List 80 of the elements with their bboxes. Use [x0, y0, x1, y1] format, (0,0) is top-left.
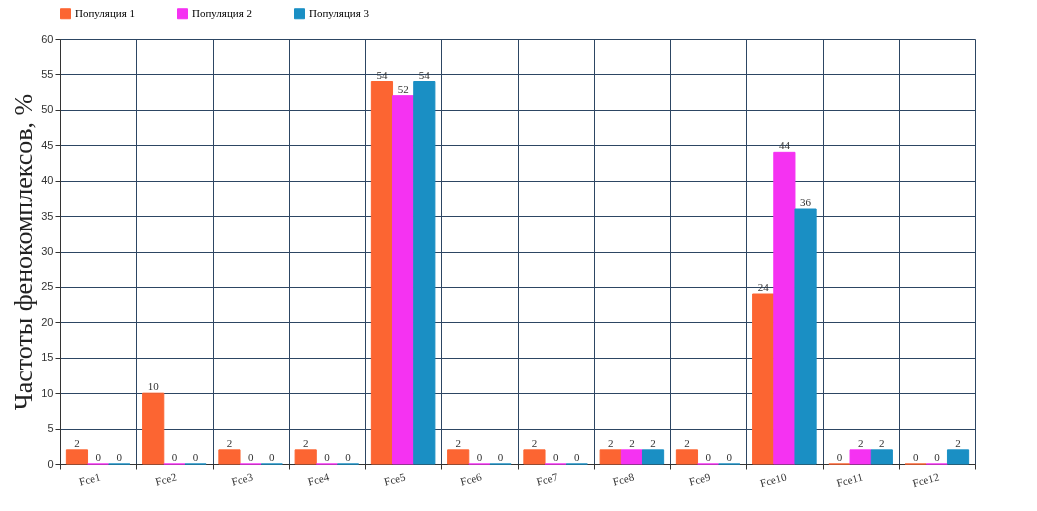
y-tick-label: 35 — [41, 209, 54, 222]
y-tick-label: 60 — [41, 32, 54, 45]
data-label: 2 — [955, 436, 961, 449]
data-label: 2 — [302, 436, 309, 449]
data-label: 2 — [74, 436, 80, 449]
data-label: 52 — [397, 82, 409, 95]
x-tick-label: Fce1 — [77, 470, 102, 488]
data-label: 0 — [171, 451, 178, 463]
data-label: 0 — [324, 451, 331, 463]
y-tick-label: 0 — [47, 457, 54, 470]
bar — [599, 449, 622, 465]
data-label: 0 — [912, 451, 919, 463]
data-label: 2 — [650, 436, 656, 449]
legend-label: Популяция 2 — [192, 6, 252, 19]
y-tick-label: 55 — [41, 67, 54, 80]
y-tick-label: 50 — [41, 103, 54, 116]
data-label: 2 — [879, 436, 885, 449]
y-tick-label: 40 — [41, 174, 54, 187]
data-label: 0 — [116, 451, 123, 463]
data-label: 36 — [800, 196, 812, 208]
y-tick-label: 20 — [41, 315, 54, 328]
data-label: 0 — [345, 451, 352, 463]
data-label: 0 — [476, 451, 483, 463]
bar — [752, 293, 775, 465]
bar — [65, 449, 89, 465]
y-tick-label: 15 — [41, 351, 54, 364]
bar — [773, 151, 796, 465]
bar — [218, 449, 241, 465]
bar — [392, 95, 415, 465]
bar — [794, 208, 817, 465]
data-label: 0 — [552, 451, 559, 463]
data-label: 2 — [607, 436, 614, 449]
data-label: 2 — [857, 436, 864, 449]
data-label: 0 — [192, 451, 199, 463]
y-tick-label: 5 — [47, 422, 54, 435]
x-tick-label: Fce8 — [611, 470, 636, 488]
x-tick-label: Fce5 — [382, 470, 407, 488]
y-tick-label: 25 — [41, 280, 54, 293]
x-tick-label: Fce11 — [835, 470, 864, 489]
y-tick-label: 30 — [41, 245, 54, 257]
data-label: 0 — [574, 451, 581, 463]
data-label: 2 — [629, 436, 635, 449]
y-tick-label: 10 — [41, 386, 54, 399]
bar — [870, 449, 893, 465]
legend-label: Популяция 3 — [309, 6, 370, 19]
x-tick-label: Fce2 — [153, 470, 178, 488]
bar — [370, 81, 394, 465]
data-label: 2 — [684, 436, 690, 449]
bar — [413, 81, 436, 465]
data-label: 0 — [705, 451, 712, 463]
bar — [294, 449, 317, 465]
data-label: 0 — [934, 451, 941, 463]
x-tick-label: Fce3 — [230, 470, 255, 488]
bar — [641, 449, 665, 465]
bar — [675, 449, 699, 465]
bar — [946, 449, 970, 465]
data-label: 2 — [531, 436, 538, 449]
data-label: 0 — [836, 451, 843, 463]
x-tick-label: Fce4 — [306, 470, 331, 488]
x-tick-label: Fce9 — [687, 470, 712, 488]
data-label: 2 — [455, 436, 461, 449]
y-axis-title: Частоты фенокомплексов, % — [9, 93, 39, 411]
data-label: 0 — [269, 451, 276, 463]
x-tick-label: Fce10 — [758, 470, 789, 490]
legend-label: Популяция 1 — [75, 6, 135, 19]
bar — [620, 449, 643, 465]
data-label: 2 — [226, 436, 233, 449]
bar — [447, 449, 470, 465]
data-label: 0 — [726, 451, 733, 463]
x-tick-label: Fce12 — [911, 470, 941, 490]
bar — [142, 392, 165, 465]
bar — [523, 449, 546, 465]
data-label: 0 — [497, 451, 504, 463]
x-tick-label: Fce6 — [458, 470, 484, 488]
x-tick-label: Fce7 — [535, 470, 560, 488]
data-label: 0 — [95, 451, 102, 463]
data-label: 0 — [247, 451, 254, 463]
y-tick-label: 45 — [41, 138, 54, 151]
data-label: 10 — [147, 380, 160, 393]
bar — [849, 449, 872, 465]
